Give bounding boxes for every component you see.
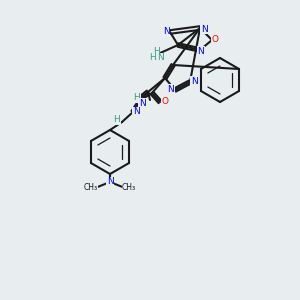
Text: CH₃: CH₃ — [84, 184, 98, 193]
Text: N: N — [168, 85, 174, 94]
Text: N: N — [198, 46, 204, 56]
Text: N: N — [158, 53, 164, 62]
Text: H: H — [148, 53, 155, 62]
Text: N: N — [163, 28, 170, 37]
Text: N: N — [133, 107, 140, 116]
Text: CH₃: CH₃ — [122, 184, 136, 193]
Text: H: H — [114, 116, 120, 124]
Text: O: O — [161, 98, 169, 106]
Text: N: N — [106, 178, 113, 187]
Text: H: H — [153, 47, 159, 56]
Text: H: H — [134, 94, 140, 103]
Text: O: O — [212, 35, 218, 44]
Text: N: N — [190, 76, 197, 85]
Text: N: N — [201, 25, 207, 34]
Text: N: N — [139, 98, 145, 107]
